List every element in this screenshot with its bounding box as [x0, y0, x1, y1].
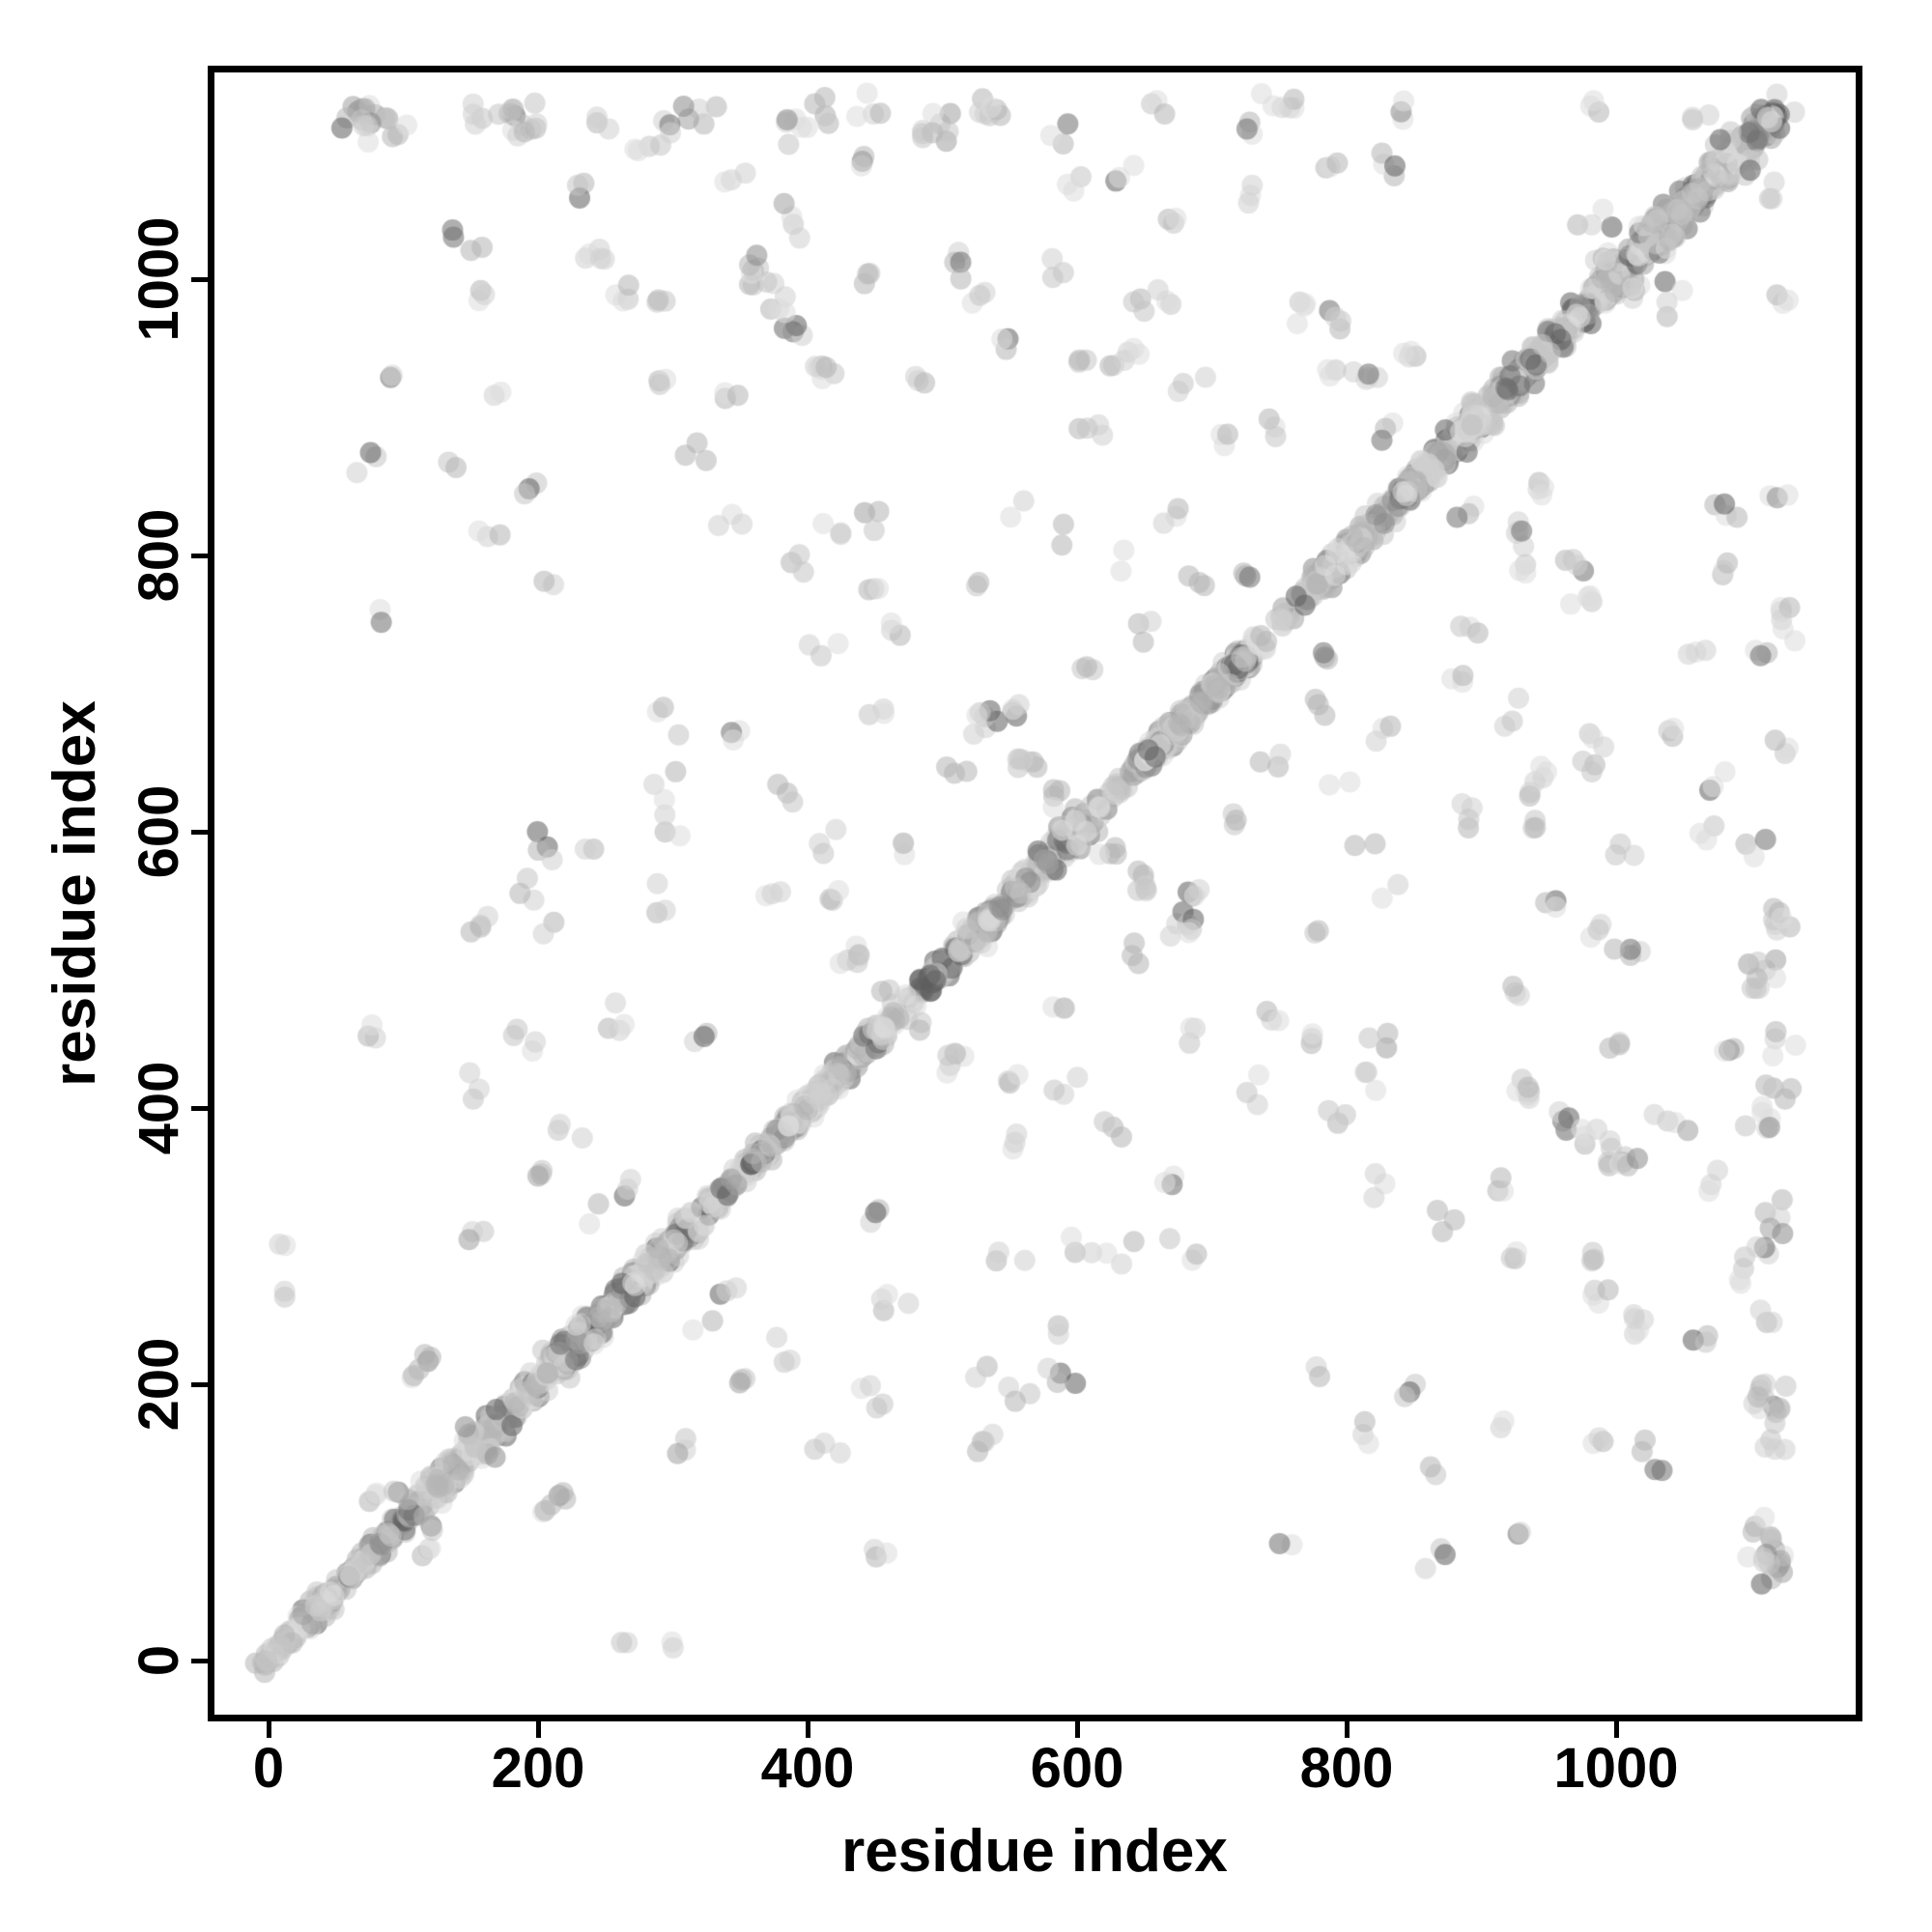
y-tick-200: [191, 1382, 208, 1387]
y-tick-label-800: 800: [128, 508, 190, 603]
x-tick-label-200: 200: [491, 1737, 585, 1800]
y-tick-label-400: 400: [128, 1061, 190, 1155]
y-tick-400: [191, 1106, 208, 1111]
x-tick-600: [1075, 1721, 1080, 1738]
y-axis-title: residue index: [42, 700, 108, 1087]
y-tick-800: [191, 554, 208, 558]
y-tick-600: [191, 830, 208, 835]
x-tick-label-600: 600: [1030, 1737, 1124, 1800]
y-tick-1000: [191, 277, 208, 282]
y-tick-label-1000: 1000: [128, 216, 190, 342]
x-tick-0: [267, 1721, 271, 1738]
x-tick-label-800: 800: [1299, 1737, 1394, 1800]
plot-area: [208, 66, 1862, 1721]
x-tick-label-400: 400: [760, 1737, 855, 1800]
y-tick-label-600: 600: [128, 784, 190, 879]
x-axis-title: residue index: [841, 1818, 1228, 1885]
scatter-points-canvas: [214, 72, 1856, 1715]
x-tick-1000: [1614, 1721, 1619, 1738]
x-tick-label-1000: 1000: [1553, 1737, 1679, 1800]
y-tick-label-200: 200: [128, 1337, 190, 1432]
x-tick-800: [1345, 1721, 1350, 1738]
x-tick-200: [536, 1721, 541, 1738]
y-tick-0: [191, 1659, 208, 1663]
x-tick-label-0: 0: [252, 1737, 285, 1800]
y-tick-label-0: 0: [128, 1644, 190, 1677]
x-tick-400: [806, 1721, 810, 1738]
